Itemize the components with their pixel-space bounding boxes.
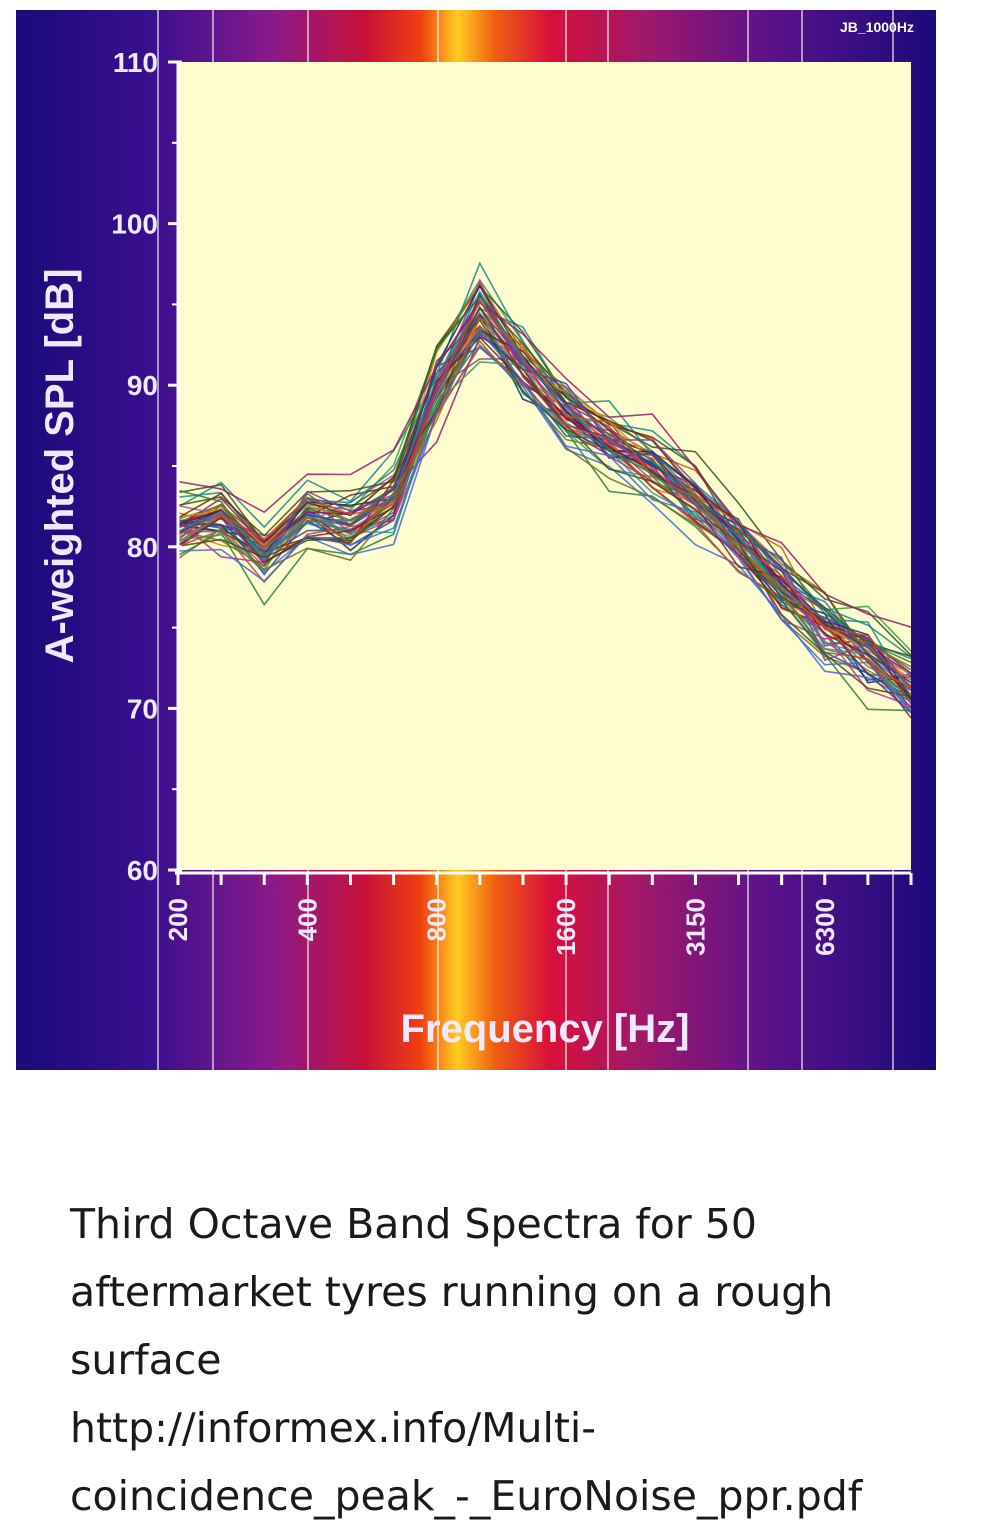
spectrum-series-line (178, 295, 911, 657)
spectrum-series-line (178, 305, 911, 698)
y-tick-label: 70 (127, 693, 158, 724)
spectrum-series-line (178, 299, 911, 689)
chart-stamp: JB_1000Hz (840, 19, 914, 35)
spectrum-series-line (178, 299, 911, 697)
x-tick-label: 400 (292, 898, 322, 941)
y-tick-label: 80 (127, 532, 158, 563)
y-axis: 60 70 80 90 100 110 (111, 47, 182, 886)
caption-url-line: coincidence_peak_-_EuroNoise_ppr.pdf (70, 1472, 863, 1520)
x-tick-label: 1600 (551, 898, 581, 956)
y-tick-label: 100 (111, 209, 158, 240)
caption-title-line: aftermarket tyres running on a rough (70, 1268, 834, 1316)
y-tick-label: 90 (127, 370, 158, 401)
spectrum-series-line (178, 301, 911, 628)
spectrum-series-line (178, 329, 911, 713)
spectrum-series-line (178, 299, 911, 689)
caption-title-line: surface (70, 1336, 222, 1384)
x-tick-label: 200 (163, 898, 193, 941)
x-tick-label: 3150 (680, 898, 710, 956)
y-axis-label: A-weighted SPL [dB] (38, 269, 82, 664)
x-tick-label: 6300 (810, 898, 840, 956)
plot-area (178, 62, 911, 870)
y-tick-label: 110 (113, 47, 158, 78)
caption-url-line: http://informex.info/Multi- (70, 1404, 597, 1452)
spectra-chart: JB_1000Hz 60 70 80 90 100 110 200 400 800 1600 31… (16, 10, 936, 1070)
y-tick-label: 60 (127, 855, 158, 886)
caption-title-line: Third Octave Band Spectra for 50 (70, 1200, 757, 1248)
x-axis: 200 400 800 1600 3150 6300 (163, 871, 913, 956)
x-tick-label: 800 (422, 898, 452, 941)
figure-caption: Third Octave Band Spectra for 50 afterma… (70, 1190, 990, 1530)
spectra-series (178, 261, 911, 719)
x-axis-label: Frequency [Hz] (401, 1007, 690, 1051)
spectrum-series-line (178, 261, 911, 658)
